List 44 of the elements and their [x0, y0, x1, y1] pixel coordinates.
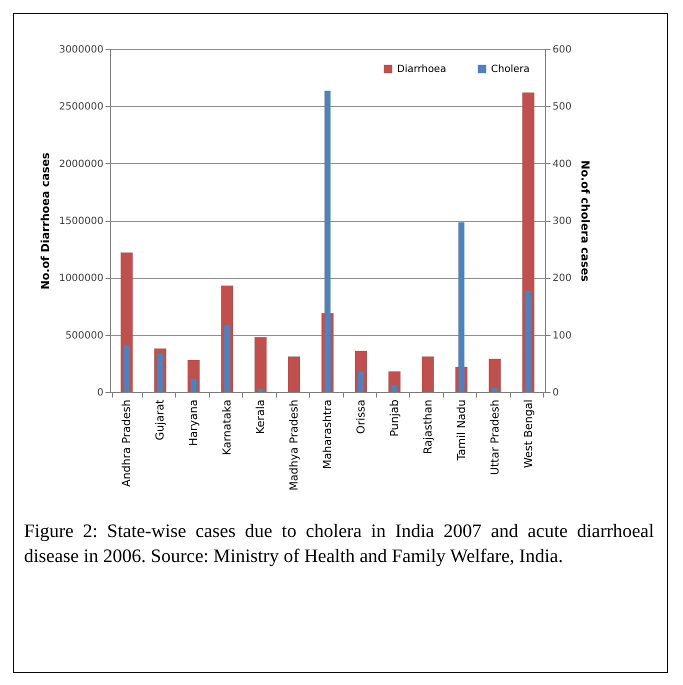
y-tick-label: 1000000	[58, 273, 104, 284]
x-tick-label: Punjab	[388, 399, 401, 437]
y-tick-label: 1500000	[58, 216, 104, 227]
bar	[190, 378, 197, 392]
bar	[254, 337, 267, 392]
y2-tick-label: 600	[552, 44, 572, 56]
x-tick-label: Kerala	[254, 400, 268, 434]
legend-label: Cholera	[491, 64, 530, 75]
y-tick-label: 2500000	[58, 102, 104, 113]
bar	[224, 325, 230, 392]
y-tick-label: 2000000	[58, 158, 104, 170]
y2-axis-title: No.of cholera cases	[578, 160, 592, 282]
y2-tick-label: 200	[552, 273, 572, 284]
x-tick-label: Gujarat	[154, 398, 167, 440]
x-tick-label: Tamil Nadu	[454, 400, 468, 462]
bar	[422, 356, 434, 392]
x-tick-label: Orissa	[354, 400, 368, 434]
y-tick-label: 0	[97, 388, 104, 398]
bar	[488, 358, 501, 392]
y-axis-title: No.of Diarrhoea cases	[38, 152, 52, 290]
bar	[258, 389, 264, 392]
caption: Figure 2: State-wise cases due to cholera in India 2007 and acute diarrhoeal disease in 2006. Source: Ministry of Health and Family Welfare, India.	[24, 520, 654, 569]
x-tick-label: Haryana	[187, 400, 200, 446]
y2-tick-label: 0	[552, 388, 559, 398]
y2-tick-label: 300	[552, 216, 572, 227]
y2-tick-label: 400	[552, 158, 572, 170]
x-tick-label: Madhya Pradesh	[288, 399, 301, 491]
x-tick-label: West Bengal	[522, 400, 535, 468]
x-tick-label: Uttar Pradesh	[488, 399, 502, 476]
bar	[391, 385, 398, 392]
bar	[525, 290, 532, 392]
bar	[124, 346, 130, 392]
legend-label: Diarrhoea	[397, 64, 446, 75]
bar	[288, 356, 300, 392]
y2-tick-label: 100	[552, 330, 572, 342]
x-tick-label: Karnataka	[220, 400, 234, 456]
y-tick-label: 500000	[65, 330, 104, 342]
x-tick-label: Rajasthan	[421, 399, 434, 454]
bar	[358, 371, 364, 392]
x-tick-label: Andhra Pradesh	[120, 399, 134, 487]
y2-tick-label: 500	[552, 102, 572, 113]
x-tick-label: Maharashtra	[321, 400, 334, 469]
bar	[492, 388, 498, 392]
y-tick-label: 3000000	[58, 44, 104, 56]
